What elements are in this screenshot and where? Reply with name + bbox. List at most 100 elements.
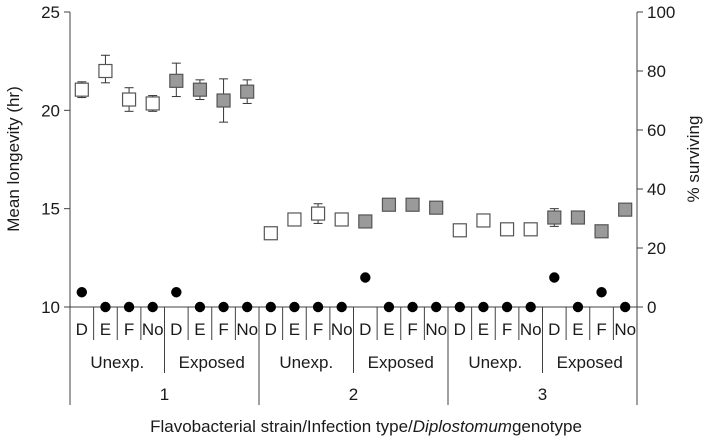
longevity-point — [169, 73, 184, 88]
infection-type-label: Exposed — [368, 353, 434, 372]
x-axis-title-part-1: Flavobacterial strain/Infection type/ — [150, 417, 413, 436]
longevity-markers — [74, 63, 633, 241]
longevity-point — [452, 223, 467, 238]
longevity-point — [405, 197, 420, 212]
longevity-point — [121, 92, 137, 107]
surviving-point — [383, 301, 395, 313]
genotype-label: No — [520, 320, 542, 339]
strain-label: 3 — [538, 385, 547, 404]
genotype-label: F — [313, 320, 323, 339]
longevity-point — [547, 210, 562, 225]
y-right-tick-label: 60 — [647, 121, 666, 140]
surviving-point — [76, 287, 88, 298]
surviving-point — [501, 301, 513, 313]
surviving-point — [312, 301, 324, 313]
genotype-label: F — [596, 320, 606, 339]
genotype-label: D — [76, 320, 88, 339]
y-right-tick-label: 100 — [647, 3, 675, 22]
longevity-point — [263, 226, 278, 241]
genotype-label: D — [170, 320, 182, 339]
longevity-point — [429, 200, 444, 215]
surviving-point — [572, 301, 584, 313]
genotype-label: No — [142, 320, 164, 339]
longevity-point — [476, 213, 491, 228]
longevity-point — [334, 212, 349, 227]
genotype-label: F — [218, 320, 228, 339]
surviving-point — [194, 301, 206, 313]
genotype-label: No — [331, 320, 353, 339]
surviving-point — [241, 301, 253, 313]
surviving-point — [100, 301, 111, 313]
surviving-markers — [76, 272, 631, 313]
surviving-point — [360, 272, 371, 283]
genotype-label: F — [124, 320, 134, 339]
infection-type-label: Exposed — [557, 353, 623, 372]
surviving-point — [265, 301, 277, 313]
surviving-point — [123, 301, 135, 313]
genotype-label: No — [614, 320, 636, 339]
x-axis-title-part-2: Diplostomum — [413, 417, 512, 436]
longevity-point — [570, 210, 586, 225]
surviving-point — [407, 301, 418, 313]
y-right-tick-label: 0 — [647, 298, 656, 317]
longevity-point — [310, 206, 326, 221]
longevity-point — [192, 82, 208, 97]
surviving-point — [147, 301, 158, 313]
genotype-label: D — [359, 320, 371, 339]
y-left-tick-label: 10 — [41, 298, 60, 317]
y-axis-left-title: Mean longevity (hr) — [4, 86, 23, 232]
genotype-label: E — [100, 320, 111, 339]
genotype-label: No — [425, 320, 447, 339]
infection-type-label: Unexp. — [90, 353, 144, 372]
y-axis-right-title: % surviving — [684, 116, 703, 203]
genotype-label: E — [478, 320, 489, 339]
longevity-point — [240, 84, 255, 99]
infection-type-label: Unexp. — [468, 353, 522, 372]
genotype-label: No — [236, 320, 258, 339]
surviving-point — [289, 301, 300, 313]
longevity-point — [287, 212, 302, 227]
longevity-point — [594, 224, 609, 239]
x-axis-title-part-3: genotype — [512, 417, 582, 436]
surviving-point — [549, 272, 560, 283]
longevity-point — [358, 214, 373, 229]
x-axis-title: Flavobacterial strain/Infection type/Dip… — [150, 417, 582, 436]
genotype-label: D — [265, 320, 277, 339]
y-left-tick-label: 20 — [41, 101, 60, 120]
y-right-tick-label: 20 — [647, 239, 666, 258]
error-bars — [77, 54, 630, 239]
surviving-point — [619, 301, 631, 313]
strain-label: 2 — [349, 385, 358, 404]
genotype-label: E — [194, 320, 205, 339]
surviving-point — [430, 301, 442, 313]
strain-label: 1 — [160, 385, 169, 404]
genotype-label: D — [548, 320, 560, 339]
y-right-tick-label: 40 — [647, 180, 666, 199]
genotype-label: F — [502, 320, 512, 339]
axes: 10 15 20 25 0 20 40 60 80 100 — [41, 3, 675, 317]
y-right-tick-label: 80 — [647, 62, 666, 81]
surviving-point — [596, 287, 607, 298]
surviving-point — [525, 301, 536, 313]
genotype-label: D — [454, 320, 466, 339]
longevity-point — [523, 222, 538, 237]
longevity-point — [499, 222, 515, 237]
longevity-point — [381, 197, 397, 212]
genotype-label: E — [289, 320, 300, 339]
genotype-label: F — [407, 320, 417, 339]
longevity-point — [145, 96, 160, 111]
infection-type-label: Unexp. — [279, 353, 333, 372]
y-left-tick-label: 25 — [41, 3, 60, 22]
infection-type-label: Exposed — [179, 353, 245, 372]
longevity-point — [98, 63, 113, 79]
surviving-point — [336, 301, 347, 313]
surviving-point — [171, 287, 182, 298]
surviving-point — [218, 301, 229, 313]
longevity-point — [216, 93, 231, 108]
longevity-point — [74, 82, 89, 97]
longevity-point — [618, 202, 633, 217]
surviving-point — [478, 301, 489, 313]
surviving-point — [454, 301, 466, 313]
